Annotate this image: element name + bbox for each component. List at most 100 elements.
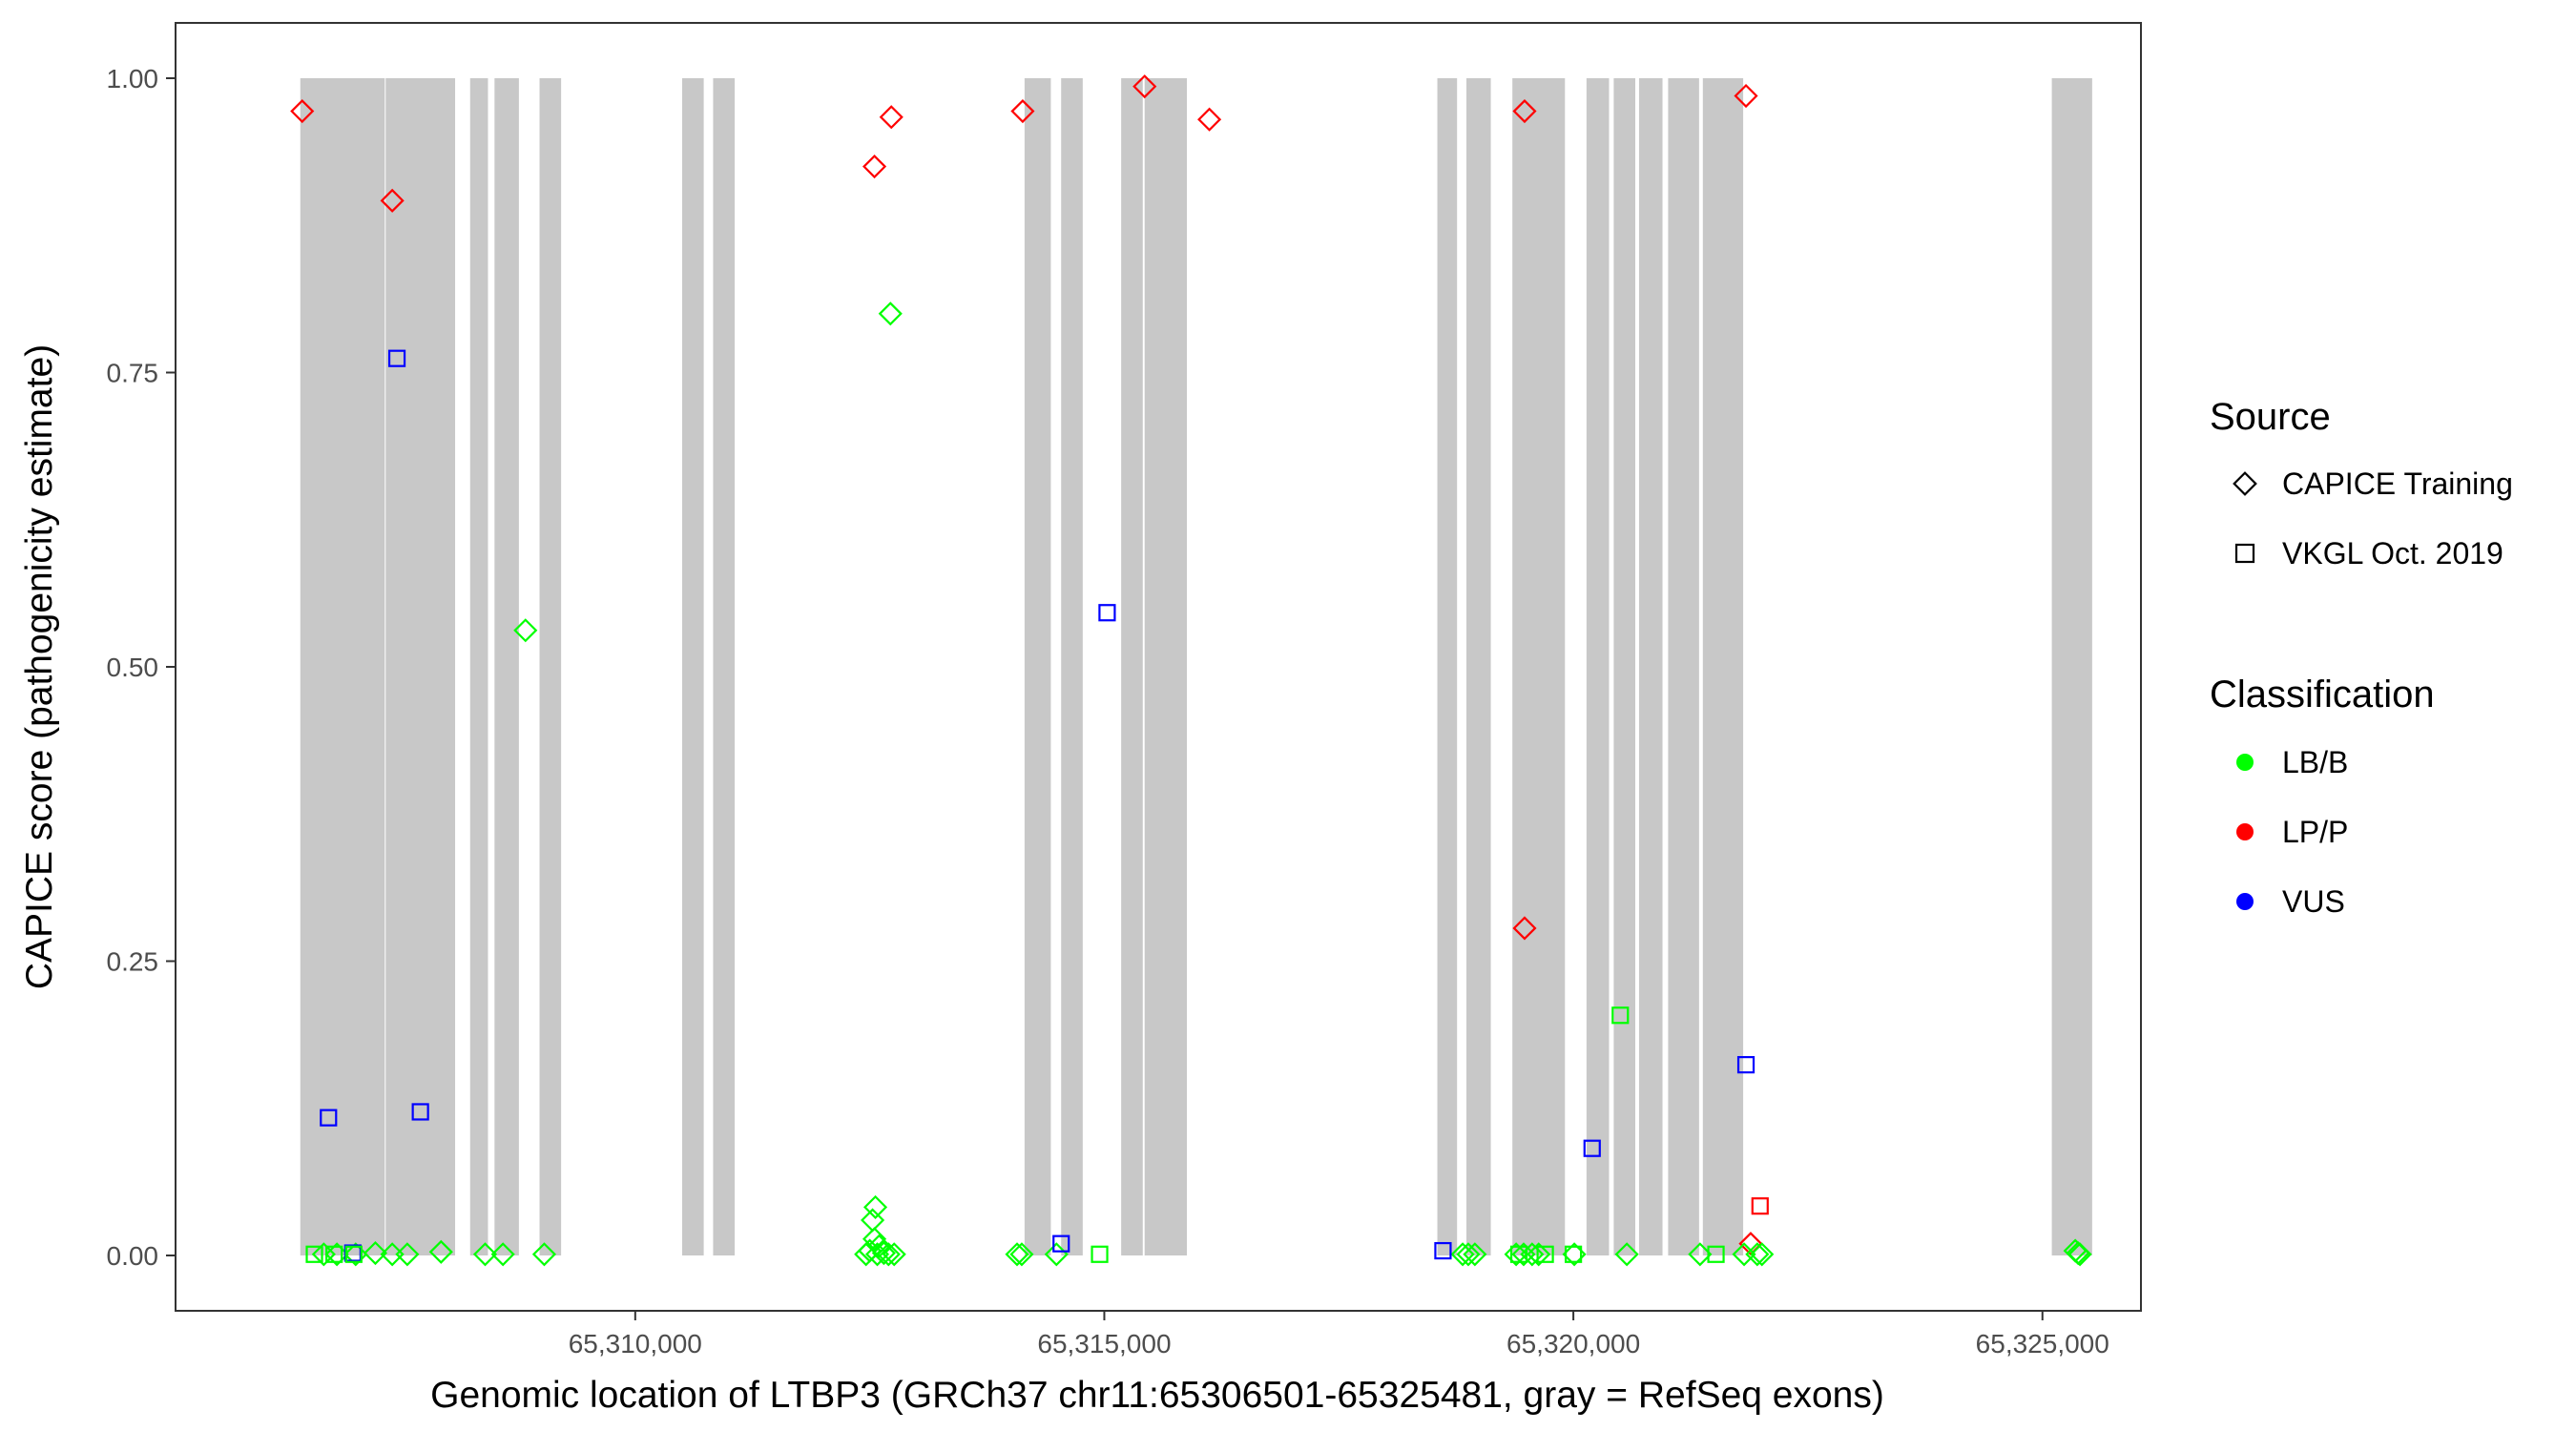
data-point-diamond (1456, 1242, 1481, 1267)
legend-label-capice-training: CAPICE Training (2282, 467, 2513, 501)
data-point-square (1098, 604, 1116, 622)
data-point-diamond (882, 1242, 906, 1267)
data-point-diamond (513, 618, 538, 643)
data-point-diamond (854, 1242, 879, 1267)
data-point-diamond (490, 1242, 515, 1267)
exon-bar (494, 77, 519, 1256)
y-tick-label: 0.75 (107, 358, 159, 387)
exon-bar (2051, 77, 2092, 1256)
x-tick-label: 65,315,000 (1037, 1329, 1171, 1358)
data-point-diamond (1734, 83, 1758, 109)
data-point-square (1736, 1055, 1755, 1074)
y-tick-label: 0.50 (107, 653, 159, 682)
exon-bar (1668, 77, 1699, 1256)
data-point-diamond (1010, 98, 1035, 124)
legend-source-title: Source (2210, 396, 2331, 438)
data-point-square (1536, 1245, 1554, 1263)
legend-label-vus: VUS (2282, 884, 2345, 919)
y-tick-label: 0.00 (107, 1241, 159, 1271)
x-tick-label: 65,325,000 (1976, 1329, 2109, 1358)
exon-bar (681, 77, 704, 1256)
data-point-square (1565, 1245, 1583, 1263)
data-point-diamond (1009, 1242, 1034, 1267)
data-point-diamond (862, 154, 887, 179)
x-tick-label: 65,310,000 (569, 1329, 702, 1358)
data-point-diamond (862, 1227, 887, 1252)
data-point-diamond (472, 1242, 498, 1267)
legend-lbb-dot (2236, 754, 2254, 771)
data-point-square (320, 1109, 338, 1127)
legend-classification-title: Classification (2210, 674, 2435, 716)
data-point-diamond (862, 1194, 888, 1219)
exon-bar (469, 77, 488, 1256)
data-point-diamond (878, 301, 903, 326)
data-point-diamond (395, 1242, 420, 1267)
data-point-diamond (1745, 1242, 1770, 1267)
legend-label-lpp: LP/P (2282, 815, 2348, 849)
data-point-square (1611, 1006, 1630, 1025)
exon-bars (300, 77, 2092, 1256)
data-point-diamond (864, 1242, 890, 1267)
data-point-diamond (1197, 107, 1222, 132)
data-point-diamond (1132, 74, 1157, 99)
data-point-square (1509, 1245, 1528, 1263)
data-point-square (1583, 1139, 1601, 1157)
x-axis-title: Genomic location of LTBP3 (GRCh37 chr11:… (430, 1375, 1884, 1416)
data-point-square (1707, 1245, 1725, 1263)
legend-lpp-dot (2236, 823, 2254, 840)
exon-bar (1024, 77, 1051, 1256)
data-point-square (1091, 1245, 1109, 1263)
data-point-diamond (363, 1240, 387, 1266)
data-point-square (305, 1245, 323, 1263)
data-point-square (344, 1245, 363, 1263)
data-point-square (1751, 1197, 1769, 1215)
y-axis-ticks: 0.00 0.25 0.50 0.75 1.00 (107, 64, 176, 1271)
x-axis-ticks: 65,310,000 65,315,000 65,320,000 65,325,000 (569, 1311, 2109, 1358)
data-point-diamond (1527, 1242, 1551, 1267)
data-point-square (411, 1103, 429, 1121)
exon-bar (713, 77, 736, 1256)
exon-bar (300, 77, 385, 1256)
legend: Source CAPICE Training VKGL Oct. 2019 Cl… (2210, 396, 2513, 919)
legend-diamond-icon (2233, 471, 2257, 496)
exon-bar (1121, 77, 1143, 1256)
exon-bar (385, 77, 456, 1256)
y-axis-title: CAPICE score (pathogenicity estimate) (19, 344, 60, 989)
data-point-diamond (1512, 916, 1537, 941)
exon-bar (1702, 77, 1744, 1256)
data-point-diamond (871, 1240, 896, 1266)
legend-label-lbb: LB/B (2282, 745, 2348, 779)
exon-bar (539, 77, 562, 1256)
legend-label-vkgl: VKGL Oct. 2019 (2282, 536, 2503, 570)
data-point-diamond (290, 98, 315, 124)
data-point-diamond (428, 1239, 453, 1264)
exon-bar (1437, 77, 1458, 1256)
data-point-diamond (380, 188, 405, 213)
exon-bar (1586, 77, 1610, 1256)
data-point-diamond (1450, 1242, 1475, 1267)
data-point-diamond (1520, 1242, 1545, 1267)
data-point-diamond (1750, 1242, 1775, 1267)
y-tick-label: 1.00 (107, 64, 159, 93)
data-point-diamond (1463, 1242, 1487, 1267)
exon-bar (1638, 77, 1663, 1256)
x-tick-label: 65,320,000 (1506, 1329, 1640, 1358)
data-point-square (1052, 1234, 1070, 1253)
data-point-diamond (1512, 98, 1537, 124)
data-point-square (325, 1245, 343, 1263)
data-point-square (1434, 1241, 1452, 1260)
data-point-diamond (1005, 1242, 1029, 1267)
data-point-square (387, 349, 406, 367)
data-points (290, 74, 2092, 1267)
data-point-diamond (324, 1242, 349, 1267)
data-point-diamond (876, 1242, 901, 1267)
exon-bar (1466, 77, 1491, 1256)
data-point-diamond (1614, 1242, 1639, 1267)
exon-bar (1144, 77, 1187, 1256)
data-point-diamond (1504, 1242, 1528, 1267)
data-point-diamond (531, 1242, 556, 1267)
data-point-diamond (1688, 1242, 1713, 1267)
data-point-diamond (2067, 1242, 2092, 1267)
data-point-diamond (343, 1242, 368, 1267)
